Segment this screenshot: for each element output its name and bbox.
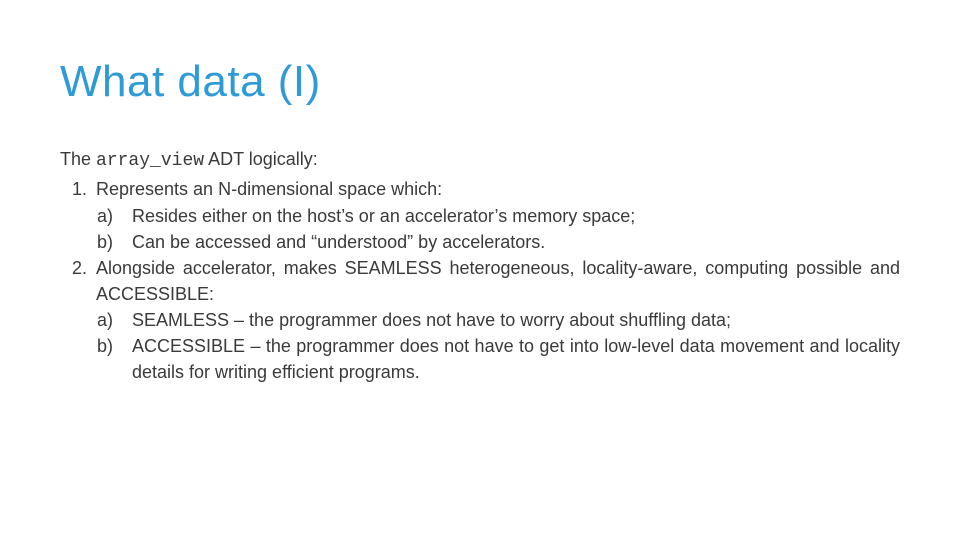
list-item-2: Alongside accelerator, makes SEAMLESS he…: [92, 255, 900, 385]
sublist-1: Resides either on the host’s or an accel…: [96, 203, 900, 255]
item1a: Resides either on the host’s or an accel…: [128, 203, 900, 229]
slide-title: What data (I): [60, 58, 900, 106]
intro-line: The array_view ADT logically:: [60, 146, 900, 174]
intro-code: array_view: [96, 151, 204, 171]
intro-prefix: The: [60, 149, 96, 169]
main-list: Represents an N-dimensional space which:…: [60, 176, 900, 385]
intro-suffix: ADT logically:: [204, 149, 318, 169]
slide-body: The array_view ADT logically: Represents…: [60, 146, 900, 385]
item2a: SEAMLESS – the programmer does not have …: [128, 307, 900, 333]
item1-text: Represents an N-dimensional space which:: [96, 179, 442, 199]
list-item-1: Represents an N-dimensional space which:…: [92, 176, 900, 254]
slide: What data (I) The array_view ADT logical…: [0, 0, 960, 540]
item1b: Can be accessed and “understood” by acce…: [128, 229, 900, 255]
item2b: ACCESSIBLE – the programmer does not hav…: [128, 333, 900, 385]
item2-text: Alongside accelerator, makes SEAMLESS he…: [96, 258, 900, 304]
sublist-2: SEAMLESS – the programmer does not have …: [96, 307, 900, 385]
